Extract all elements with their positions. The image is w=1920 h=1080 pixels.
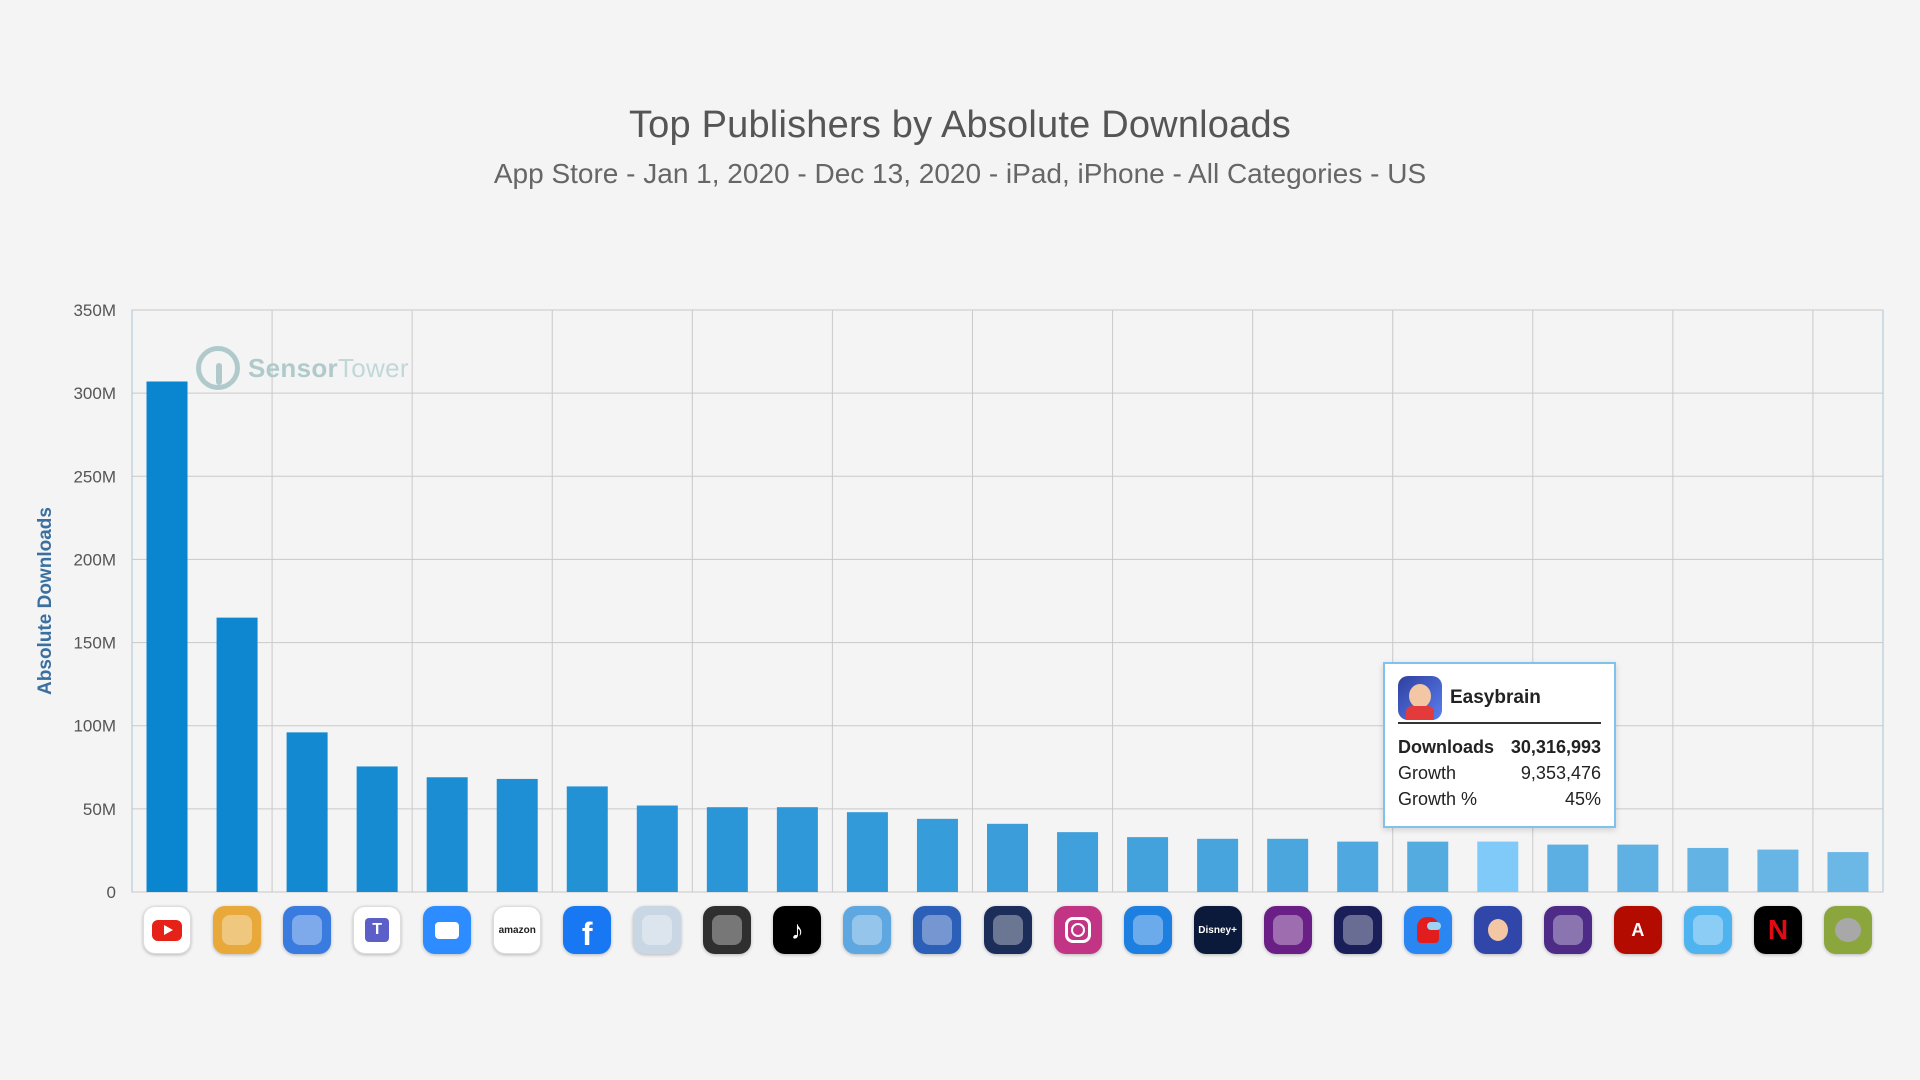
bar [286, 732, 328, 892]
bar [1337, 841, 1379, 892]
bar [1757, 849, 1799, 892]
bar [1687, 847, 1729, 892]
bar [426, 777, 468, 892]
bar [1477, 841, 1519, 892]
game-app-icon [843, 906, 892, 954]
bar [566, 786, 608, 892]
tiktok-icon: ♪ [773, 906, 822, 954]
talking-tom-icon [1823, 906, 1872, 954]
y-tick-label: 200M [73, 550, 116, 569]
game-app-icon [983, 906, 1032, 954]
bar [1197, 838, 1239, 892]
watermark-text: SensorTower [248, 352, 409, 383]
bar [776, 807, 818, 892]
tooltip-publisher-name: Easybrain [1450, 687, 1541, 708]
sensortower-logo-icon [196, 346, 240, 390]
bar [216, 617, 258, 892]
bar [916, 818, 958, 892]
bar [1407, 841, 1449, 892]
tooltip-downloads-value: 30,316,993 [1510, 737, 1601, 757]
tooltip-header: Easybrain [1398, 674, 1601, 724]
y-tick-label: 350M [73, 301, 116, 320]
bar [356, 766, 398, 892]
bar [1547, 844, 1589, 892]
game-app-icon [283, 906, 332, 954]
y-tick-label: 150M [73, 634, 116, 653]
tooltip-downloads-label: Downloads [1398, 737, 1495, 757]
y-tick-label: 50M [83, 800, 116, 819]
bar [846, 812, 888, 892]
bar [496, 778, 538, 892]
game-app-icon [913, 906, 962, 954]
game-app-icon [1333, 906, 1382, 954]
bar [1827, 852, 1869, 892]
amazon-icon: amazon [493, 906, 542, 954]
game-app-icon [1683, 906, 1732, 954]
tooltip-growth-value: 9,353,476 [1520, 763, 1601, 783]
tooltip-growth-label: Growth [1398, 763, 1457, 783]
game-app-icon [213, 906, 262, 954]
bar [706, 807, 748, 892]
y-axis-label: Absolute Downloads [35, 507, 56, 695]
bar [987, 823, 1028, 892]
bar [1617, 844, 1659, 892]
facebook-icon: f [563, 906, 612, 954]
zoom-icon [423, 906, 472, 954]
sensortower-watermark: SensorTower [196, 346, 409, 390]
adobe-pdf-icon: A [1613, 906, 1662, 954]
among-us-icon [1403, 906, 1452, 954]
easybrain-icon [1473, 906, 1522, 954]
y-tick-label: 0 [107, 883, 116, 902]
chart-subtitle: App Store - Jan 1, 2020 - Dec 13, 2020 -… [493, 158, 1427, 189]
tooltip-growth-pct-label: Growth % [1398, 789, 1478, 809]
chart-title: Top Publishers by Absolute Downloads [628, 104, 1292, 146]
teams-icon: T [353, 906, 402, 954]
tooltip-growth-row: Growth 9,353,476 [1398, 760, 1601, 786]
netflix-icon: N [1753, 906, 1802, 954]
youtube-icon [143, 906, 192, 954]
bar-tooltip: Easybrain Downloads 30,316,993 Growth 9,… [1383, 662, 1616, 828]
game-app-icon [1123, 906, 1172, 954]
tooltip-downloads-row: Downloads 30,316,993 [1398, 734, 1601, 760]
game-app-icon [633, 906, 682, 954]
tooltip-growth-pct-row: Growth % 45% [1398, 786, 1601, 812]
easybrain-icon [1398, 676, 1442, 720]
bar [1127, 837, 1169, 892]
bar [1267, 838, 1309, 892]
disney-plus-icon: Disney+ [1193, 906, 1242, 954]
instagram-icon [1053, 906, 1102, 954]
y-tick-label: 300M [73, 384, 116, 403]
game-app-icon [1543, 906, 1592, 954]
bar [146, 381, 188, 892]
tooltip-growth-pct-value: 45% [1564, 789, 1601, 809]
bar [1057, 832, 1099, 892]
y-tick-label: 250M [73, 467, 116, 486]
bar [636, 805, 678, 892]
game-app-icon [703, 906, 752, 954]
y-tick-label: 100M [73, 717, 116, 736]
game-app-icon [1263, 906, 1312, 954]
